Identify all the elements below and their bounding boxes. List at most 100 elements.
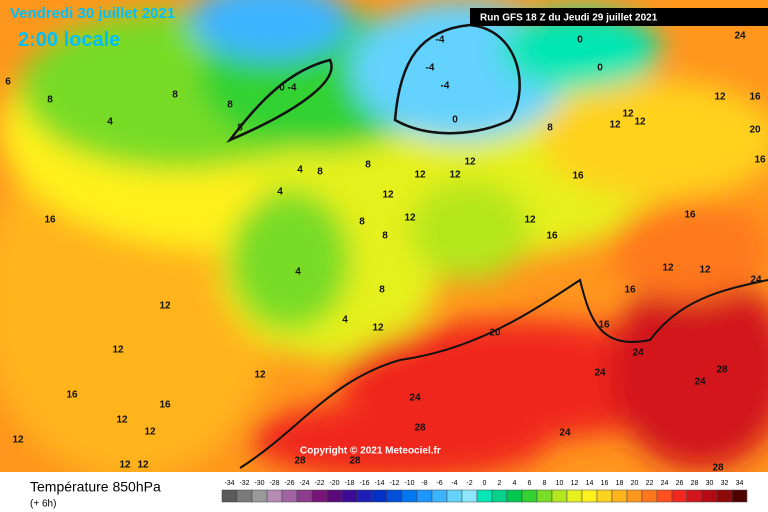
contour-label: -4 — [436, 35, 445, 46]
contour-label: 4 — [107, 117, 113, 128]
scale-label: 0 — [483, 480, 487, 487]
scale-swatch — [521, 489, 538, 503]
scale-swatch — [701, 489, 718, 503]
scale-label: 12 — [571, 480, 579, 487]
contour-label: 4 — [342, 315, 348, 326]
scale-label: 4 — [513, 480, 517, 487]
scale-label: 34 — [736, 480, 744, 487]
scale-label: 14 — [586, 480, 594, 487]
contour-label: 8 — [317, 167, 323, 178]
contour-label: 20 — [749, 125, 761, 136]
contour-label: 16 — [159, 400, 171, 411]
contour-label: 0 — [597, 63, 603, 74]
scale-label: -20 — [329, 480, 339, 487]
contour-label: 4 — [295, 267, 301, 278]
scale-label: -22 — [314, 480, 324, 487]
contour-label: 8 — [227, 100, 233, 111]
scale-swatch — [731, 489, 748, 503]
date: Vendredi 30 juillet 2021 — [10, 5, 175, 22]
contour-label: 28 — [294, 456, 306, 467]
contour-label: 28 — [712, 463, 724, 474]
scale-swatch — [626, 489, 643, 503]
scale-label: -12 — [389, 480, 399, 487]
run-box — [470, 8, 768, 26]
contour-label: 12 — [714, 92, 726, 103]
scale-label: -16 — [359, 480, 369, 487]
scale-label: 2 — [498, 480, 502, 487]
scale-swatch — [221, 489, 238, 503]
contour-label: 12 — [137, 460, 149, 471]
scale-swatch — [266, 489, 283, 503]
scale-swatch — [311, 489, 328, 503]
contour-label: 12 — [622, 109, 634, 120]
scale-swatch — [326, 489, 343, 503]
scale-swatch — [431, 489, 448, 503]
contour-label: 12 — [382, 190, 394, 201]
contour-label: 16 — [754, 155, 766, 166]
contour-label: 16 — [624, 285, 636, 296]
contour-label: 16 — [44, 215, 56, 226]
contour-label: 16 — [572, 171, 584, 182]
scale-label: 22 — [646, 480, 654, 487]
contour-label: 12 — [254, 370, 266, 381]
contour-label: 16 — [598, 320, 610, 331]
scale-swatch — [656, 489, 673, 503]
contour-label: 8 — [172, 90, 178, 101]
contour-label: 12 — [414, 170, 426, 181]
scale-label: 30 — [706, 480, 714, 487]
scale-swatch — [401, 489, 418, 503]
contour-label: 4 — [277, 187, 283, 198]
contour-label: 16 — [546, 231, 558, 242]
contour-label: 28 — [349, 456, 361, 467]
contour-label: 6 — [5, 77, 11, 88]
temperature-field — [0, 0, 768, 480]
contour-label: 12 — [609, 120, 621, 131]
scale-swatch — [491, 489, 508, 503]
scale-swatch — [296, 489, 313, 503]
scale-label: 20 — [631, 480, 639, 487]
scale-swatch — [641, 489, 658, 503]
scale-label: -26 — [284, 480, 294, 487]
scale-swatch — [281, 489, 298, 503]
scale-label: 16 — [601, 480, 609, 487]
contour-label: 24 — [409, 393, 421, 404]
contour-label: 20 — [489, 328, 501, 339]
scale-swatch — [596, 489, 613, 503]
contour-label: 8 — [237, 123, 243, 134]
footer-title: Température 850hPa — [30, 479, 161, 495]
scale-swatch — [356, 489, 373, 503]
scale-label: -6 — [436, 480, 442, 487]
contour-label: 12 — [159, 301, 171, 312]
scale-label: -14 — [374, 480, 384, 487]
contour-label: 0 — [279, 83, 285, 94]
contour-label: 24 — [594, 368, 606, 379]
contour-label: 12 — [116, 415, 128, 426]
contour-label: 28 — [414, 423, 426, 434]
scale-swatch — [536, 489, 553, 503]
contour-label: 0 — [577, 35, 583, 46]
scale-swatch — [461, 489, 478, 503]
scale-label: -8 — [421, 480, 427, 487]
contour-label: 12 — [449, 170, 461, 181]
scale-label: -4 — [451, 480, 457, 487]
scale-swatch — [341, 489, 358, 503]
scale-label: 18 — [616, 480, 624, 487]
contour-label: 8 — [47, 95, 53, 106]
contour-label: -4 — [288, 83, 297, 94]
contour-label: 12 — [404, 213, 416, 224]
scale-swatch — [671, 489, 688, 503]
contour-label: 12 — [144, 427, 156, 438]
scale-swatch — [716, 489, 733, 503]
contour-label: 12 — [662, 263, 674, 274]
scale-swatch — [566, 489, 583, 503]
scale-label: 24 — [661, 480, 669, 487]
contour-label: 12 — [634, 117, 646, 128]
contour-label: 12 — [372, 323, 384, 334]
scale-swatch — [446, 489, 463, 503]
scale-swatch — [581, 489, 598, 503]
scale-swatch — [416, 489, 433, 503]
contour-label: 8 — [547, 123, 553, 134]
contour-label: 24 — [734, 31, 746, 42]
